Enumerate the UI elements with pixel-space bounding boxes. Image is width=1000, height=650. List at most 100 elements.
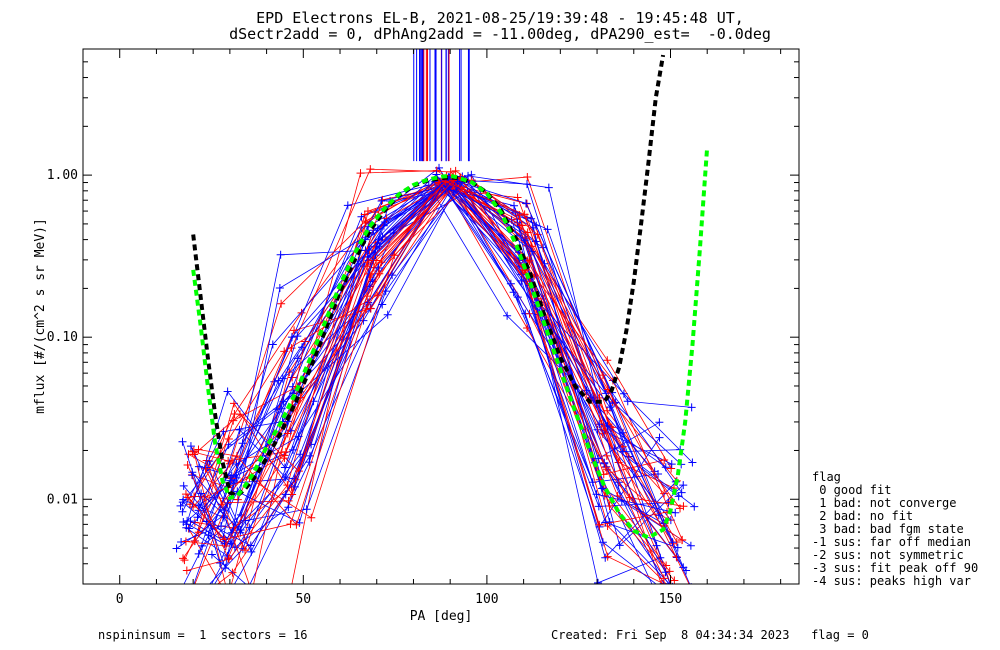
data-point-marker	[248, 588, 256, 596]
spectrum-trace	[192, 188, 665, 494]
legend-entry: 0 good fit	[812, 483, 892, 497]
data-point-marker	[619, 389, 628, 398]
footer-created-info: Created: Fri Sep 8 04:34:34 2023 flag = …	[551, 628, 869, 642]
data-point-marker	[665, 567, 674, 576]
data-point-marker	[276, 250, 285, 259]
spectrum-trace	[200, 180, 683, 531]
data-point-marker	[623, 397, 632, 406]
spectrum-trace	[197, 186, 673, 543]
data-point-marker	[178, 554, 187, 563]
spectrum-trace	[193, 183, 677, 584]
data-point-marker	[190, 450, 199, 459]
data-point-marker	[363, 207, 372, 216]
data-point-marker	[193, 513, 202, 522]
spectrum-trace	[183, 173, 657, 546]
data-point-marker	[302, 505, 311, 514]
data-point-marker	[605, 403, 614, 412]
data-point-marker	[203, 593, 211, 601]
data-point-marker	[241, 516, 250, 525]
data-point-marker	[224, 593, 232, 601]
legend-entry: -2 sus: not symmetric	[812, 548, 964, 562]
data-point-marker	[221, 542, 230, 551]
data-point-marker	[292, 520, 301, 529]
data-point-marker	[220, 506, 229, 515]
y-tick-label: 1.00	[47, 168, 78, 183]
spectrum-trace	[201, 179, 684, 547]
data-point-marker	[293, 332, 302, 341]
data-point-marker	[521, 199, 530, 208]
data-point-marker	[188, 468, 197, 477]
spectrum-trace	[180, 167, 659, 507]
data-point-marker	[543, 225, 552, 234]
data-point-marker	[180, 556, 189, 565]
data-point-marker	[378, 300, 387, 309]
data-point-marker	[186, 593, 194, 601]
data-point-marker	[688, 458, 697, 467]
data-point-marker	[232, 460, 241, 469]
data-point-marker	[246, 541, 255, 550]
data-point-marker	[241, 546, 250, 555]
spectrum-trace	[193, 182, 683, 541]
data-point-marker	[181, 490, 190, 499]
data-point-marker	[667, 460, 676, 469]
data-point-marker	[201, 464, 210, 473]
data-point-marker	[544, 183, 553, 192]
data-point-marker	[364, 245, 373, 254]
data-point-marker	[602, 451, 611, 460]
data-point-marker	[523, 228, 532, 237]
data-point-marker	[186, 442, 195, 451]
spectrum-trace	[234, 181, 667, 584]
legend-entry: 3 bad: bad fgm state	[812, 522, 964, 536]
spectrum-trace	[198, 180, 672, 526]
legend-entry: -1 sus: far off median	[812, 535, 971, 549]
data-point-marker	[679, 481, 688, 490]
data-point-marker	[280, 454, 289, 463]
data-point-marker	[595, 420, 604, 429]
data-point-marker	[221, 564, 230, 573]
data-point-marker	[283, 429, 292, 438]
data-point-marker	[520, 210, 529, 219]
data-point-marker	[525, 256, 534, 265]
data-point-marker	[594, 454, 603, 463]
data-point-marker	[660, 455, 669, 464]
data-point-marker	[281, 447, 290, 456]
data-point-marker	[298, 343, 307, 352]
spectrum-trace	[206, 176, 690, 584]
spectrum-trace	[205, 177, 683, 552]
data-point-marker	[655, 418, 664, 427]
data-point-marker	[592, 490, 601, 499]
data-point-marker	[363, 258, 372, 267]
data-point-marker	[363, 292, 372, 301]
data-point-marker	[185, 524, 194, 533]
data-point-marker	[268, 340, 277, 349]
data-point-marker	[307, 513, 316, 522]
data-point-marker	[603, 552, 612, 561]
data-point-marker	[201, 593, 209, 601]
data-point-marker	[179, 517, 188, 526]
data-point-marker	[194, 549, 203, 558]
data-point-marker	[217, 522, 226, 531]
data-point-marker	[677, 536, 686, 545]
peak-spike-lines	[413, 49, 470, 162]
data-point-marker	[451, 166, 460, 175]
data-point-marker	[178, 498, 187, 507]
data-point-marker	[290, 482, 299, 491]
spectra-traces	[172, 163, 699, 601]
data-point-marker	[527, 214, 536, 223]
data-point-marker	[178, 437, 187, 446]
data-point-marker	[686, 541, 695, 550]
spectrum-trace	[191, 176, 676, 514]
data-point-marker	[594, 502, 603, 511]
data-point-marker	[619, 447, 628, 456]
data-point-marker	[690, 502, 699, 511]
data-point-marker	[224, 554, 233, 563]
data-point-marker	[673, 543, 682, 552]
data-point-marker	[285, 593, 293, 601]
data-point-marker	[281, 490, 290, 499]
data-point-marker	[179, 481, 188, 490]
plot-frame	[82, 48, 800, 585]
spectrum-trace	[185, 181, 665, 579]
data-point-marker	[190, 537, 199, 546]
data-point-marker	[371, 251, 380, 260]
spectrum-trace	[209, 175, 684, 584]
